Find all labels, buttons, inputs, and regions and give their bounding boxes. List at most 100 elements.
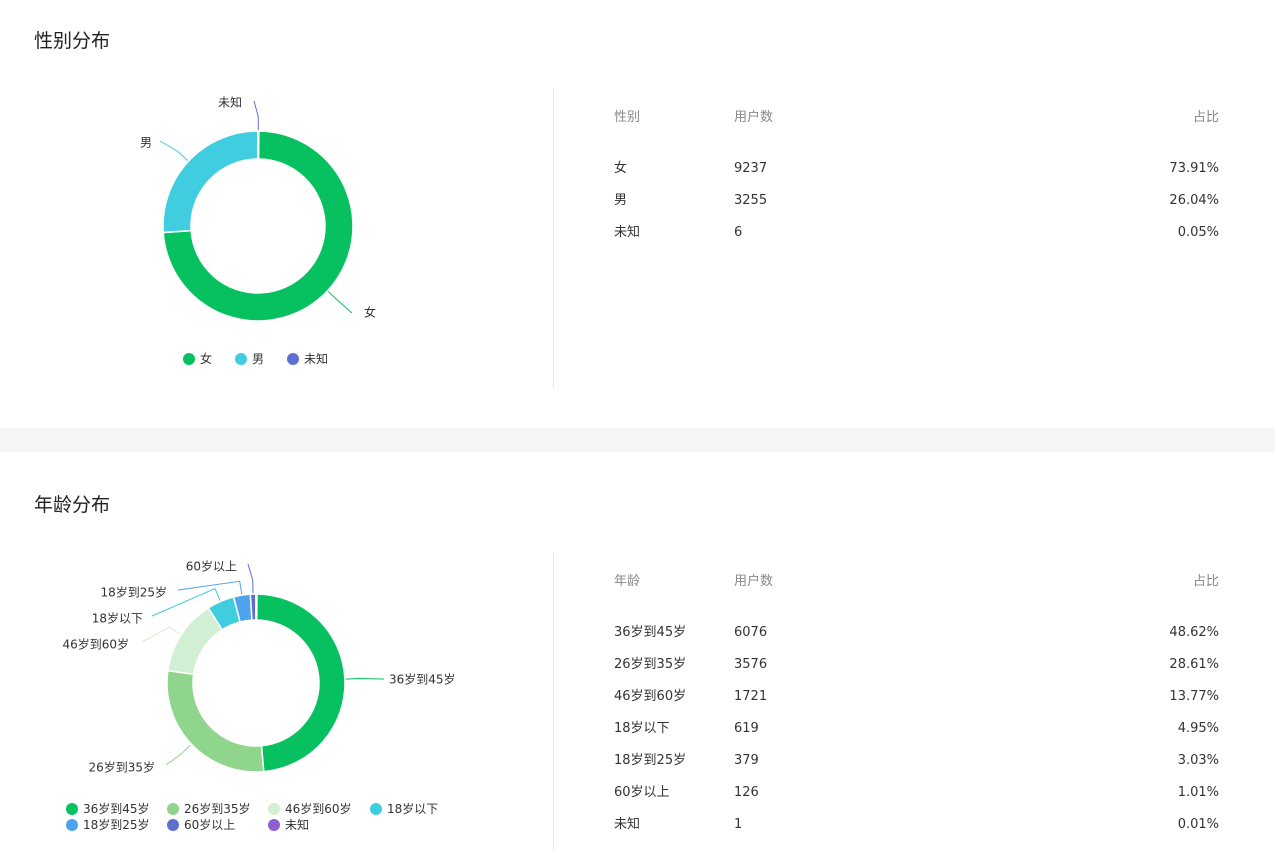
legend-marker-icon — [370, 802, 382, 815]
legend-item[interactable]: 18岁到25岁 — [66, 816, 150, 833]
label-leader-line — [345, 678, 385, 680]
table-cell: 6 — [734, 225, 743, 240]
legend-label: 男 — [252, 352, 265, 366]
legend-label: 18岁以下 — [387, 802, 439, 816]
table-cell: 60岁以上 — [614, 785, 670, 800]
table-cell: 18岁以下 — [614, 721, 670, 736]
donut-slice[interactable] — [255, 593, 258, 621]
legend-marker-icon — [167, 802, 179, 815]
legend-label: 女 — [200, 352, 213, 366]
table-cell: 3576 — [734, 657, 768, 672]
table-cell: 4.95% — [1177, 721, 1219, 736]
table-cell: 男 — [614, 193, 628, 208]
legend-item[interactable]: 男 — [235, 350, 264, 367]
legend-label: 26岁到35岁 — [184, 802, 251, 816]
column-header: 用户数 — [734, 574, 774, 589]
legend-label: 46岁到60岁 — [285, 802, 352, 816]
age-section-title: 年龄分布 — [34, 494, 111, 516]
slice-label: 60岁以上 — [186, 559, 237, 574]
column-header: 性别 — [614, 110, 641, 125]
label-leader-line — [253, 100, 259, 131]
slice-label: 46岁到60岁 — [62, 637, 129, 652]
legend-item[interactable]: 26岁到35岁 — [167, 800, 251, 817]
table-cell: 36岁到45岁 — [614, 625, 687, 640]
column-header: 年龄 — [614, 574, 641, 589]
legend-marker-icon — [167, 818, 179, 831]
legend-label: 未知 — [304, 352, 329, 366]
table-row: 女 9237 73.91% — [614, 153, 1219, 185]
table-cell: 6076 — [734, 625, 768, 640]
label-leader-line — [247, 563, 254, 594]
gender-donut-chart: 女 男 未知 — [140, 96, 376, 322]
table-row: 未知 1 0.01% — [614, 809, 1219, 841]
donut-slice[interactable] — [162, 130, 354, 322]
table-cell: 619 — [734, 721, 759, 736]
slice-label: 18岁到25岁 — [100, 585, 167, 600]
table-row: 36岁到45岁 6076 48.62% — [614, 617, 1219, 649]
table-row: 18岁以下 619 4.95% — [614, 713, 1219, 745]
legend-item[interactable]: 46岁到60岁 — [268, 800, 352, 817]
donut-slice[interactable] — [162, 130, 259, 234]
column-header: 用户数 — [734, 110, 774, 125]
table-row: 46岁到60岁 1721 13.77% — [614, 681, 1219, 713]
table-cell: 9237 — [734, 161, 768, 176]
legend-marker-icon — [235, 352, 247, 365]
legend-label: 未知 — [285, 818, 310, 832]
label-leader-line — [141, 626, 181, 643]
divider — [553, 88, 554, 388]
slice-label: 未知 — [218, 96, 242, 110]
legend-item[interactable]: 未知 — [287, 350, 328, 367]
table-header: 年龄 用户数 占比 — [614, 572, 1219, 617]
label-leader-line — [151, 587, 221, 617]
gender-section-title: 性别分布 — [34, 30, 111, 52]
table-row: 18岁到25岁 379 3.03% — [614, 745, 1219, 777]
table-cell: 0.01% — [1177, 817, 1219, 832]
legend-marker-icon — [66, 818, 78, 831]
table-cell: 3255 — [734, 193, 768, 208]
legend-marker-icon — [183, 352, 195, 365]
table-row: 26岁到35岁 3576 28.61% — [614, 649, 1219, 681]
legend-label: 18岁到25岁 — [83, 818, 150, 832]
table-cell: 26.04% — [1169, 193, 1219, 208]
legend-marker-icon — [268, 802, 280, 815]
table-cell: 18岁到25岁 — [614, 753, 687, 768]
table-header: 性别 用户数 占比 — [614, 108, 1219, 153]
section-separator — [0, 428, 1275, 452]
label-leader-line — [327, 291, 353, 314]
donut-slice[interactable] — [166, 669, 265, 773]
legend-item[interactable]: 36岁到45岁 — [66, 800, 150, 817]
table-cell: 1.01% — [1177, 785, 1219, 800]
column-header: 占比 — [1192, 574, 1219, 589]
label-leader-line — [177, 580, 243, 595]
donut-slice[interactable] — [256, 130, 260, 160]
label-leader-line — [165, 744, 192, 766]
age-donut-chart: 36岁到45岁 26岁到35岁 46岁到60岁 18岁以下 18岁到25岁 60岁以上 — [62, 559, 456, 775]
legend-item[interactable]: 18岁以下 — [370, 800, 438, 817]
legend-item[interactable]: 女 — [183, 350, 212, 367]
donut-slice[interactable] — [249, 593, 257, 621]
table-cell: 1721 — [734, 689, 768, 704]
table-cell: 48.62% — [1169, 625, 1219, 640]
legend-marker-icon — [287, 352, 299, 365]
table-cell: 379 — [734, 753, 759, 768]
slice-label: 36岁到45岁 — [389, 672, 456, 687]
legend-item[interactable]: 未知 — [268, 816, 309, 833]
donut-slice[interactable] — [255, 593, 346, 773]
table-cell: 未知 — [614, 225, 641, 240]
legend-label: 60岁以上 — [184, 818, 236, 832]
gender-table: 性别 用户数 占比女 9237 73.91% 男 3255 26.04% 未知 6 0.05% — [614, 108, 1219, 249]
table-cell: 126 — [734, 785, 759, 800]
legend-marker-icon — [268, 818, 280, 831]
table-cell: 46岁到60岁 — [614, 689, 687, 704]
slice-label: 男 — [140, 136, 152, 150]
column-header: 占比 — [1192, 110, 1219, 125]
slice-label: 26岁到35岁 — [88, 760, 155, 775]
table-cell: 26岁到35岁 — [614, 657, 687, 672]
table-cell: 73.91% — [1169, 161, 1219, 176]
table-row: 未知 6 0.05% — [614, 217, 1219, 249]
table-cell: 女 — [614, 161, 628, 176]
table-cell: 1 — [734, 817, 743, 832]
legend-item[interactable]: 60岁以上 — [167, 816, 235, 833]
legend-marker-icon — [66, 802, 78, 815]
table-cell: 0.05% — [1177, 225, 1219, 240]
